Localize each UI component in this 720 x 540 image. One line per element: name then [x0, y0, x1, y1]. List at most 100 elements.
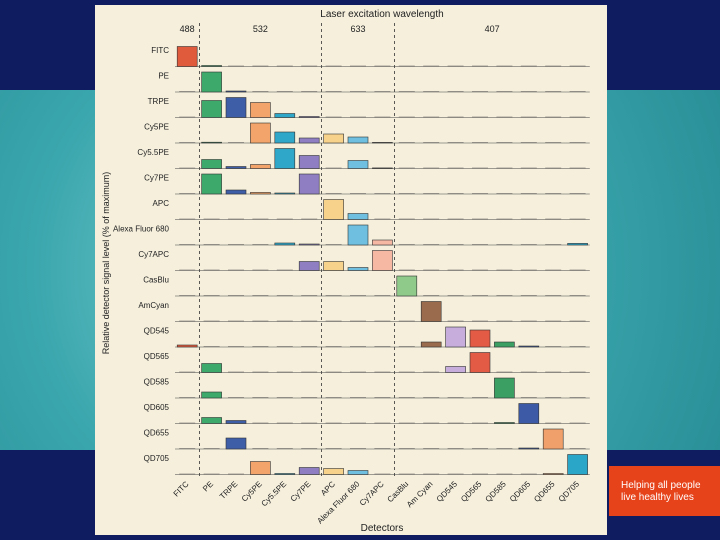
detector-tick-label: QD705 [557, 479, 582, 504]
signal-bar [274, 473, 296, 475]
signal-bar [298, 261, 320, 271]
signal-bar [201, 363, 222, 373]
signal-bar [250, 192, 271, 195]
signal-bar [250, 461, 271, 475]
signal-bar [542, 428, 564, 450]
detector-tick-label: QD545 [435, 479, 460, 504]
signal-bar [518, 403, 540, 424]
detector-tick-label: Am Cyan [405, 480, 435, 510]
chart-panel: Laser excitation wavelength Detectors Re… [95, 5, 607, 535]
signal-bar [542, 473, 564, 475]
detector-tick-label: Alexa Fluor 680 [315, 479, 361, 525]
detector-tick-label: QD605 [508, 479, 533, 504]
dye-label: AmCyan [138, 301, 169, 310]
signal-bar [347, 136, 369, 144]
signal-bar [372, 167, 393, 169]
signal-bar [323, 133, 344, 144]
signal-bar [567, 243, 588, 246]
signal-bar [372, 142, 393, 144]
spectral-overlap-chart: Laser excitation wavelength Detectors Re… [101, 9, 590, 534]
signal-bar [176, 46, 198, 67]
signal-bar [225, 90, 247, 93]
detector-tick-label: FITC [172, 479, 191, 498]
signal-bar [225, 437, 247, 450]
signal-bar [274, 192, 296, 195]
signal-bar [567, 454, 588, 475]
signal-bar [347, 470, 369, 475]
laser-label: 407 [485, 24, 500, 34]
signal-bar [298, 467, 320, 475]
signal-bar [225, 97, 247, 118]
signal-bar [323, 199, 344, 220]
signal-bar [250, 164, 271, 169]
dye-label: QD705 [144, 454, 170, 463]
detector-tick-label: APC [319, 479, 337, 497]
signal-bar [274, 242, 296, 246]
signal-bar [298, 173, 320, 195]
signal-bar [201, 417, 222, 424]
dye-label: Alexa Fluor 680 [113, 225, 170, 234]
signal-bar [518, 447, 540, 450]
slogan-line-2: live healthy lives [621, 492, 694, 503]
signal-bar [372, 239, 393, 246]
signal-bar [396, 275, 418, 297]
signal-bar [298, 137, 320, 144]
signal-bar [274, 113, 296, 118]
dye-label: QD545 [144, 327, 170, 336]
signal-bar [201, 65, 222, 67]
signal-bar [469, 329, 491, 348]
signal-bar [201, 100, 222, 118]
detector-tick-label: QD655 [532, 479, 557, 504]
dye-label: QD585 [144, 378, 170, 387]
dye-label: FITC [151, 46, 169, 55]
signal-bar [274, 148, 296, 169]
detector-tick-label: QD585 [484, 479, 509, 504]
signal-bar [420, 301, 442, 322]
signal-bar [420, 341, 442, 348]
signal-bar [201, 173, 222, 195]
chart-title: Laser excitation wavelength [320, 9, 443, 20]
signal-bar [347, 224, 369, 246]
signal-bar [323, 468, 344, 475]
laser-label: 532 [253, 24, 268, 34]
signal-bar [298, 155, 320, 169]
dye-label: TRPE [148, 97, 169, 106]
signal-bar [494, 341, 515, 348]
signal-bar [347, 160, 369, 169]
x-axis-label: Detectors [361, 523, 404, 534]
signal-bar [298, 116, 320, 118]
signal-bar [201, 159, 222, 169]
dye-label: QD605 [144, 403, 170, 412]
signal-bar [469, 352, 491, 373]
slogan-line-1: Helping all people [621, 480, 701, 491]
signal-bar [494, 422, 515, 424]
laser-label: 633 [350, 24, 365, 34]
laser-label: 488 [180, 24, 195, 34]
detector-tick-label: PE [201, 480, 215, 494]
dye-label: Cy5PE [144, 123, 169, 132]
dye-label: Cy5.5PE [137, 148, 169, 157]
signal-bar [323, 261, 344, 271]
dye-label: QD565 [144, 352, 170, 361]
signal-bar [201, 141, 222, 144]
detector-tick-label: QD565 [459, 479, 484, 504]
signal-bar [347, 267, 369, 271]
signal-bar [494, 377, 515, 399]
signal-bar [372, 250, 393, 271]
dye-label: QD655 [144, 429, 170, 438]
signal-bar [445, 326, 466, 348]
y-axis-label: Relative detector signal level (% of max… [101, 172, 111, 355]
detector-tick-label: Cy7PE [289, 480, 313, 504]
detector-tick-label: Cy5.5PE [260, 480, 289, 509]
signal-bar [176, 344, 198, 348]
signal-bar [201, 391, 222, 399]
signal-bar [250, 102, 271, 118]
signal-bar [274, 131, 296, 144]
dye-label: CasBlu [143, 276, 169, 285]
signal-bar [298, 243, 320, 246]
slogan-box: Helping all people live healthy lives [609, 466, 720, 516]
signal-bar [518, 345, 540, 348]
signal-bar [445, 366, 466, 373]
detector-tick-label: Cy7APC [358, 479, 386, 507]
signal-bar [225, 189, 247, 195]
